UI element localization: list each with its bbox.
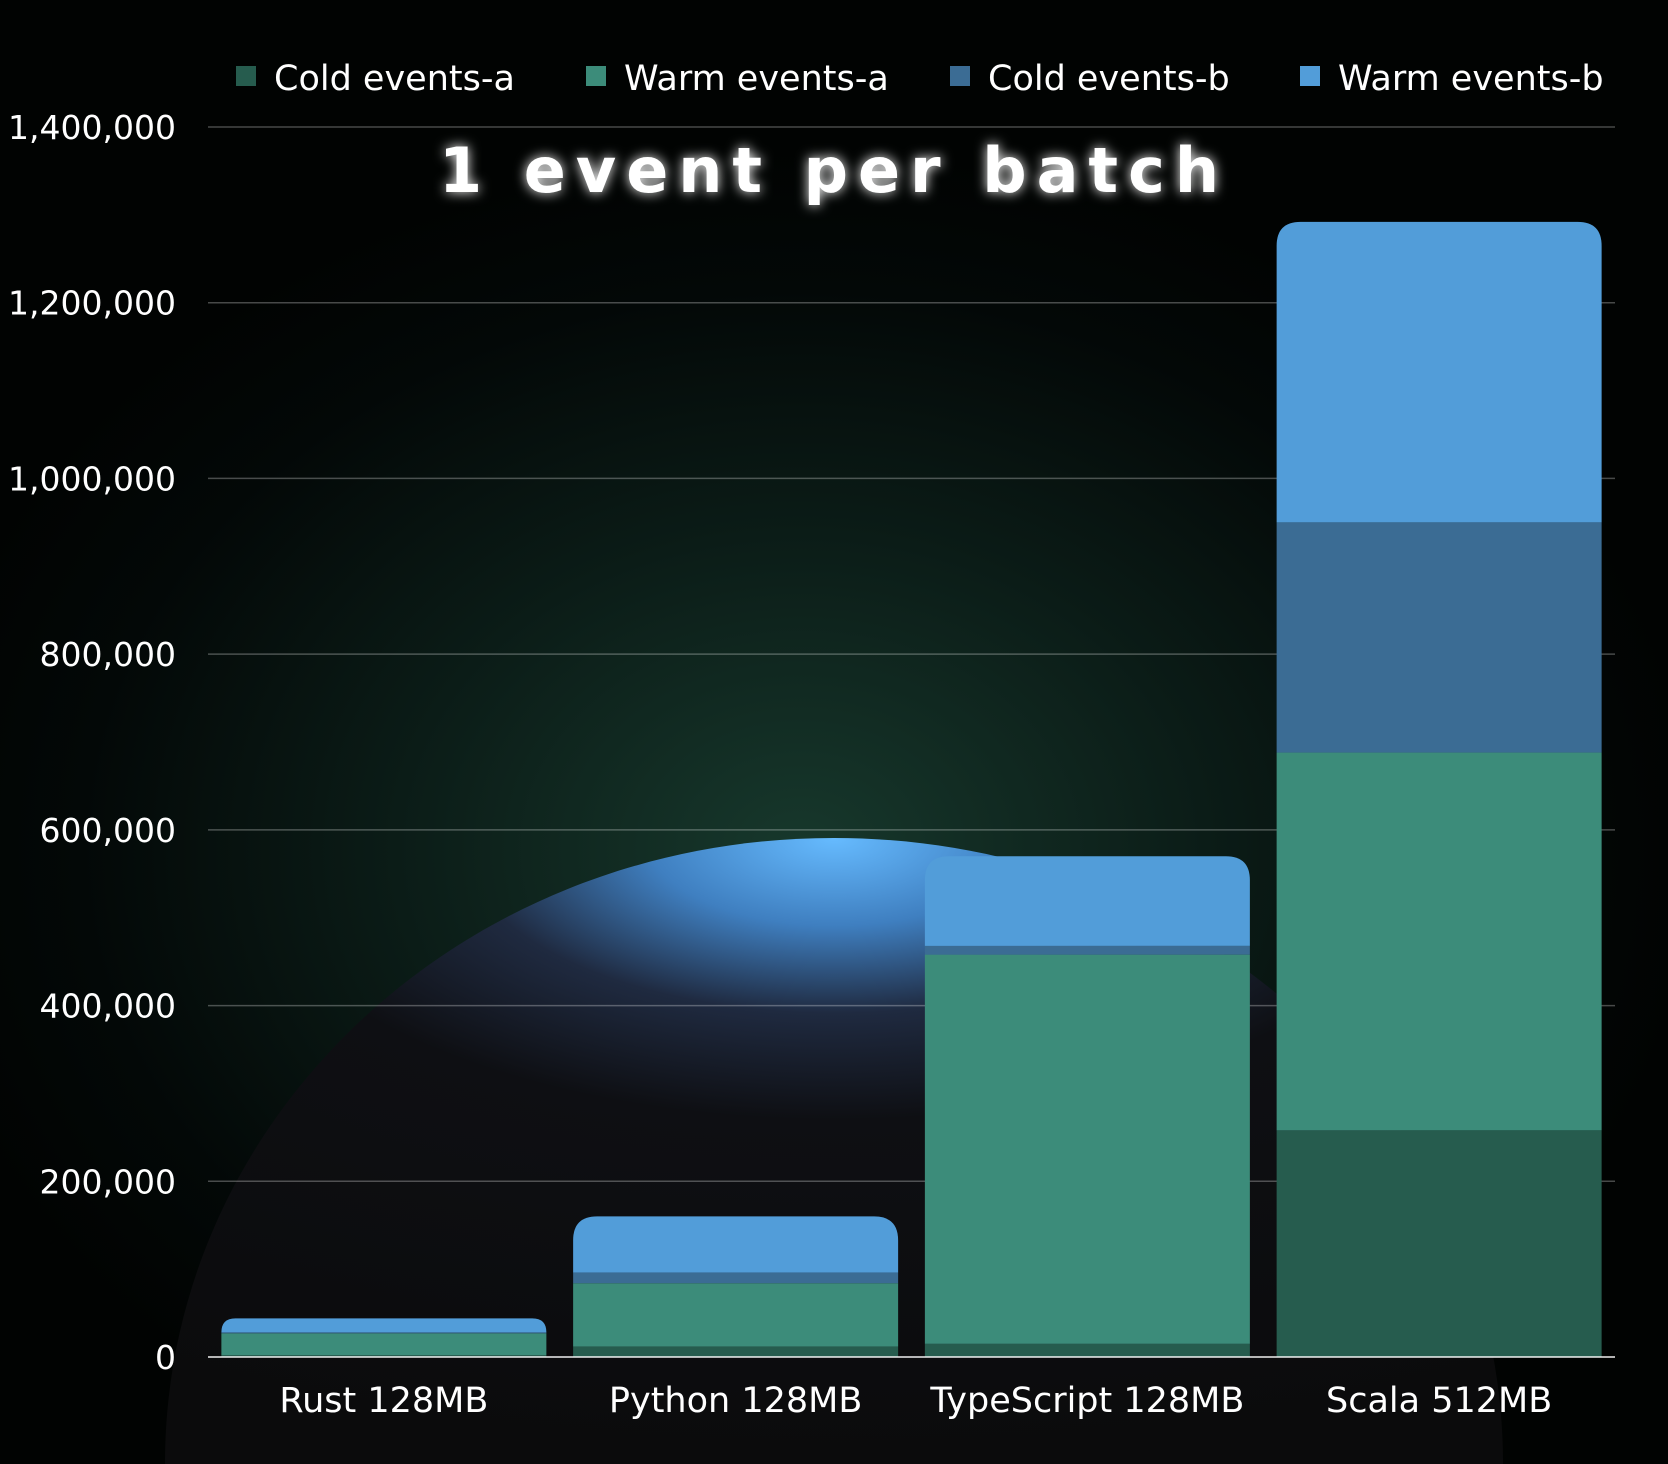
bar-segment xyxy=(221,1318,547,1333)
legend-item: Warm events-b xyxy=(1300,59,1604,99)
bar-segment xyxy=(1276,752,1602,1131)
y-tick-label: 800,000 xyxy=(40,635,176,674)
legend-label: Cold events-b xyxy=(988,59,1230,99)
bar-segment xyxy=(221,1332,547,1334)
legend-item: Cold events-b xyxy=(950,59,1230,99)
y-tick-label: 1,000,000 xyxy=(8,459,176,498)
legend-label: Cold events-a xyxy=(274,59,515,99)
y-tick-label: 400,000 xyxy=(40,987,176,1026)
y-tick-label: 1,200,000 xyxy=(8,284,176,323)
bar-segment xyxy=(1276,522,1602,753)
y-tick-label: 600,000 xyxy=(40,811,176,850)
legend-label: Warm events-b xyxy=(1338,59,1604,99)
legend-swatch xyxy=(586,66,606,86)
legend-swatch xyxy=(1300,66,1320,86)
bar-segment xyxy=(1276,1130,1602,1357)
x-category-label: Rust 128MB xyxy=(279,1381,488,1421)
bar-segment xyxy=(573,1216,899,1273)
x-category-label: Scala 512MB xyxy=(1326,1381,1552,1421)
bar-segment xyxy=(924,856,1250,946)
y-tick-label: 1,400,000 xyxy=(8,108,176,147)
y-tick-label: 0 xyxy=(155,1338,176,1377)
x-category-label: Python 128MB xyxy=(609,1381,862,1421)
y-tick-label: 200,000 xyxy=(40,1162,176,1201)
bar-segment xyxy=(573,1346,899,1357)
legend-swatch xyxy=(950,66,970,86)
bar-segment xyxy=(221,1333,547,1356)
bar-segment xyxy=(924,945,1250,955)
bar-segment xyxy=(924,1343,1250,1357)
x-category-label: TypeScript 128MB xyxy=(929,1381,1244,1421)
bar-segment xyxy=(573,1283,899,1347)
chart-title: 1 event per batch xyxy=(439,134,1229,207)
legend-label: Warm events-a xyxy=(624,59,889,99)
legend-item: Warm events-a xyxy=(586,59,889,99)
legend-item: Cold events-a xyxy=(236,59,515,99)
bar-segment xyxy=(924,954,1250,1344)
legend-swatch xyxy=(236,66,256,86)
bar-segment xyxy=(1276,221,1602,523)
bar-segment xyxy=(573,1272,899,1284)
